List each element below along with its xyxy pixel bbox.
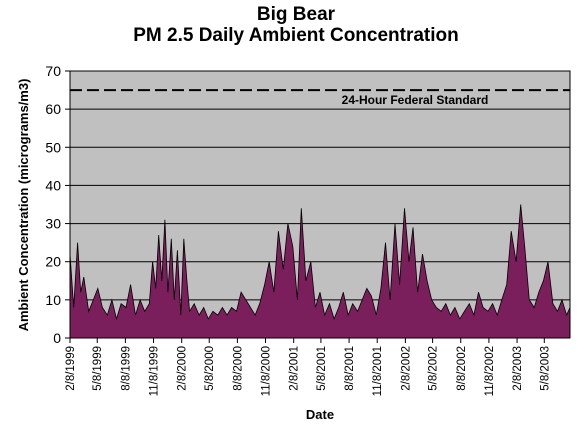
y-tick-label: 10 (45, 292, 61, 308)
chart-subtitle: PM 2.5 Daily Ambient Concentration (133, 25, 459, 46)
y-tick-label: 50 (45, 139, 61, 155)
federal-standard-label: 24-Hour Federal Standard (342, 93, 489, 107)
y-tick-label: 30 (45, 216, 61, 232)
y-axis: 0 10 20 30 40 50 60 70 (45, 63, 70, 346)
y-tick-label: 0 (53, 330, 61, 346)
concentration-area (69, 204, 571, 339)
y-axis-label: Ambient Concentration (micrograms/m3) (16, 79, 31, 332)
x-tick-label: 8/8/1999 (120, 346, 132, 391)
chart-title: Big Bear (257, 4, 336, 25)
x-tick-label: 5/8/2003 (539, 346, 551, 391)
x-axis: 2/8/1999 5/8/1999 8/8/1999 11/8/1999 2/8/200… (65, 338, 551, 396)
x-tick-label: 5/8/2002 (428, 346, 440, 391)
x-tick-label: 11/8/2000 (261, 346, 273, 396)
y-tick-label: 40 (45, 177, 61, 193)
x-tick-label: 5/8/2001 (316, 346, 328, 391)
x-tick-label: 11/8/2001 (372, 346, 384, 396)
x-tick-label: 11/8/1999 (149, 346, 161, 396)
y-tick-label: 20 (45, 254, 61, 270)
y-tick-label: 60 (45, 101, 61, 117)
x-tick-label: 11/8/2002 (484, 346, 496, 396)
x-tick-label: 2/8/2002 (400, 346, 412, 391)
x-tick-label: 5/8/1999 (92, 346, 104, 391)
x-tick-label: 2/8/1999 (65, 346, 77, 391)
x-tick-label: 2/8/2003 (512, 346, 524, 391)
x-tick-label: 8/8/2002 (456, 346, 468, 391)
plot-border (69, 70, 571, 339)
x-axis-label: Date (306, 407, 334, 422)
x-tick-label: 2/8/2000 (177, 346, 189, 391)
y-tick-label: 70 (45, 63, 61, 79)
x-tick-label: 5/8/2000 (204, 346, 216, 391)
x-tick-label: 8/8/2000 (232, 346, 244, 391)
x-tick-label: 2/8/2001 (289, 346, 301, 391)
x-tick-label: 8/8/2001 (344, 346, 356, 391)
